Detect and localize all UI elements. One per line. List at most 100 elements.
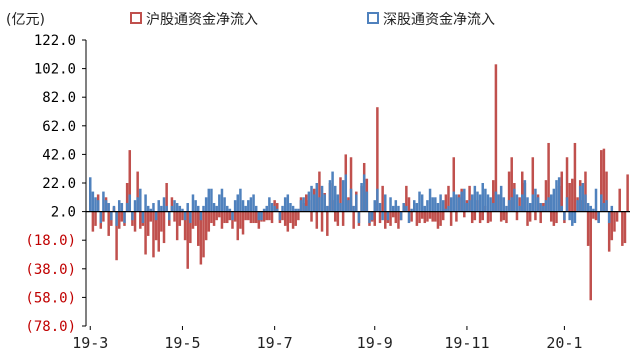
sz-bar bbox=[589, 205, 592, 212]
sz-bar bbox=[484, 188, 487, 212]
sz-bar bbox=[160, 205, 163, 212]
sz-bar bbox=[197, 205, 200, 212]
sz-bar bbox=[312, 194, 316, 212]
sz-bar bbox=[326, 205, 329, 212]
sz-bar bbox=[497, 194, 500, 212]
sz-bar bbox=[136, 197, 139, 212]
sz-bar bbox=[378, 203, 382, 212]
sz-bar bbox=[276, 208, 279, 212]
sz-bar bbox=[133, 200, 137, 212]
sz-bar bbox=[99, 211, 103, 224]
sz-bar bbox=[513, 188, 516, 212]
sz-bar bbox=[544, 200, 548, 212]
sh-bar bbox=[431, 211, 434, 222]
sz-bar bbox=[341, 180, 345, 212]
sz-bar bbox=[349, 188, 353, 212]
axes bbox=[82, 39, 630, 330]
sz-bars bbox=[89, 171, 614, 226]
sz-bar bbox=[600, 194, 603, 212]
y-tick-label: (18.0) bbox=[25, 233, 76, 249]
sz-bar bbox=[536, 197, 540, 212]
sh-bar bbox=[244, 211, 247, 221]
sh-bar bbox=[336, 211, 340, 226]
sh-bar bbox=[420, 211, 424, 219]
sz-bar bbox=[410, 208, 413, 212]
sz-bar bbox=[223, 197, 226, 212]
sh-bar bbox=[381, 185, 384, 212]
sz-bar bbox=[586, 203, 590, 212]
sh-bar bbox=[139, 211, 142, 229]
sh-bar bbox=[236, 211, 240, 241]
sz-bar bbox=[144, 194, 147, 212]
sh-bar bbox=[252, 211, 255, 224]
sh-bar bbox=[526, 211, 529, 226]
sh-bar bbox=[397, 211, 400, 229]
sz-bar bbox=[510, 197, 513, 212]
sh-bar bbox=[286, 211, 290, 232]
sz-bar bbox=[128, 194, 132, 212]
sh-bar bbox=[600, 150, 603, 212]
y-tick-label: 82.0 bbox=[42, 90, 76, 106]
sh-bar bbox=[268, 211, 271, 221]
sz-bar bbox=[473, 185, 477, 212]
sh-bar bbox=[194, 211, 197, 226]
sz-bar bbox=[286, 194, 290, 212]
sh-bar bbox=[152, 211, 155, 258]
sh-bar bbox=[115, 211, 118, 261]
sh-bar bbox=[225, 211, 229, 224]
sh-bar bbox=[305, 194, 308, 212]
sh-bar bbox=[197, 211, 200, 246]
legend-label-sh: 沪股通资金净流入 bbox=[146, 12, 258, 28]
sh-bar bbox=[270, 211, 274, 224]
x-tick-label: 19-7 bbox=[257, 334, 293, 352]
sh-bar bbox=[473, 211, 477, 221]
sh-bar bbox=[436, 211, 440, 229]
sh-bar bbox=[191, 211, 195, 229]
sz-bar bbox=[320, 185, 324, 212]
sh-bar bbox=[415, 211, 419, 226]
sh-bar bbox=[507, 171, 511, 212]
sh-bar bbox=[573, 142, 577, 212]
sz-bar bbox=[247, 200, 250, 212]
sz-bar bbox=[573, 211, 577, 224]
sz-bar bbox=[268, 197, 271, 212]
sh-bar bbox=[289, 211, 292, 224]
sh-bar bbox=[594, 211, 598, 221]
sz-bar bbox=[94, 197, 97, 212]
sh-bar bbox=[418, 211, 421, 224]
sh-bar bbox=[294, 211, 297, 226]
sz-bar bbox=[257, 211, 261, 221]
sz-bar bbox=[549, 194, 553, 212]
sz-bar bbox=[413, 200, 416, 212]
sz-bar bbox=[605, 200, 608, 212]
sz-bar bbox=[220, 188, 224, 212]
sh-bar bbox=[144, 211, 147, 255]
sz-bar bbox=[178, 205, 182, 212]
sz-bar bbox=[547, 197, 550, 212]
sz-bar bbox=[552, 188, 556, 212]
sz-bar bbox=[120, 203, 124, 212]
sh-bar bbox=[610, 211, 614, 241]
legend-swatch-sz bbox=[367, 12, 379, 24]
sz-bar bbox=[507, 200, 511, 212]
sh-bar bbox=[589, 211, 592, 301]
sz-bar bbox=[273, 205, 276, 212]
sz-bar bbox=[262, 208, 266, 212]
y-tick-labels: 122.0 102.0 82.0 62.0 42.0 22.0 2.0 (18.0) (38.0… bbox=[25, 33, 76, 335]
sh-bar bbox=[439, 211, 442, 226]
sz-bar bbox=[384, 194, 387, 212]
sh-bar bbox=[584, 171, 587, 212]
sz-bar bbox=[357, 211, 361, 224]
sz-bar bbox=[571, 211, 574, 226]
sz-bar bbox=[415, 203, 419, 212]
sz-bar bbox=[563, 211, 566, 221]
sh-bar bbox=[210, 211, 213, 224]
y-tick-label: 62.0 bbox=[42, 119, 76, 135]
sh-bar bbox=[125, 183, 129, 212]
sz-bar bbox=[89, 177, 92, 212]
sz-bar bbox=[117, 200, 121, 212]
sh-bar bbox=[160, 211, 163, 232]
sh-bar bbox=[565, 157, 569, 212]
x-tick-labels: 19-3 19-5 19-7 19-9 19-11 20-1 bbox=[72, 334, 582, 352]
